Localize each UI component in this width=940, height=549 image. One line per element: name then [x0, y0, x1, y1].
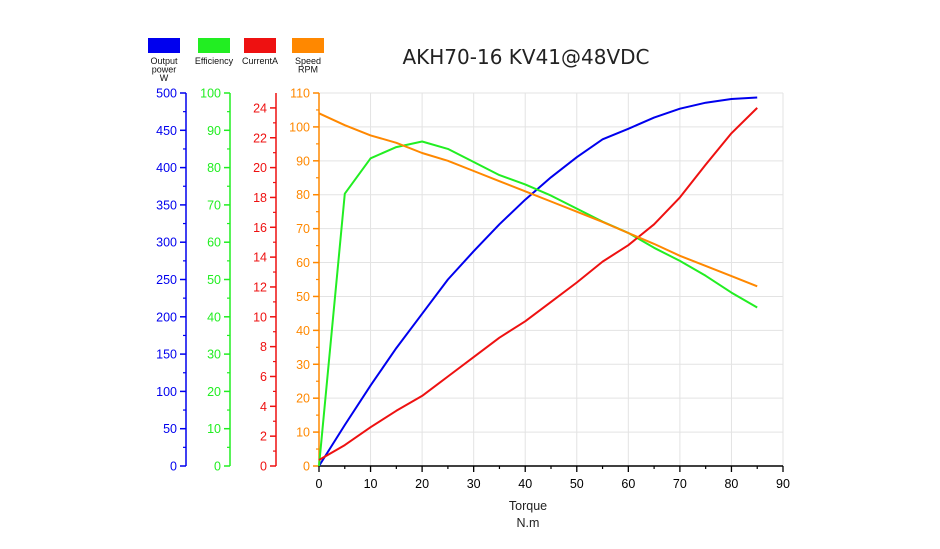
efficiency-tick-label: 30	[207, 348, 221, 362]
current-tick-label: 8	[260, 340, 267, 354]
current-tick-label: 4	[260, 400, 267, 414]
current-series-line	[318, 107, 758, 461]
legend-label-power: W	[160, 73, 169, 83]
power-tick-label: 250	[156, 273, 177, 287]
efficiency-tick-label: 10	[207, 422, 221, 436]
power-tick-label: 500	[156, 87, 177, 101]
efficiency-tick-label: 50	[207, 273, 221, 287]
power-tick-label: 100	[156, 385, 177, 399]
legend-entry-current: CurrentA	[242, 38, 278, 66]
power-series-line	[318, 96, 758, 467]
x-tick-label: 90	[776, 477, 790, 491]
legend-entry-efficiency: Efficiency	[195, 38, 234, 66]
power-tick-label: 0	[170, 460, 177, 474]
speed-tick-label: 0	[303, 460, 310, 474]
legend-label-speed: Speed	[295, 56, 321, 66]
speed-tick-label: 30	[296, 358, 310, 372]
legend-swatch-current	[244, 38, 276, 53]
x-tick-label: 50	[570, 477, 584, 491]
legend-label-speed: RPM	[298, 65, 318, 75]
efficiency-tick-label: 40	[207, 310, 221, 324]
power-tick-label: 400	[156, 161, 177, 175]
legend-swatch-power	[148, 38, 180, 53]
current-tick-label: 18	[253, 191, 267, 205]
efficiency-tick-label: 80	[207, 161, 221, 175]
legend-label-current: CurrentA	[242, 56, 278, 66]
current-tick-label: 6	[260, 370, 267, 384]
current-tick-label: 10	[253, 310, 267, 324]
x-tick-label: 70	[673, 477, 687, 491]
x-tick-label: 10	[364, 477, 378, 491]
current-tick-label: 14	[253, 251, 267, 265]
power-tick-label: 350	[156, 198, 177, 212]
x-tick-label: 30	[467, 477, 481, 491]
y-axes: 0501001502002503003504004505000102030405…	[156, 87, 320, 474]
speed-series-line	[318, 112, 758, 288]
x-axis: 0 10 20 30 40 50 60 70 80 90	[316, 465, 790, 491]
legend-swatch-speed	[292, 38, 324, 53]
chart-title: AKH70-16 KV41@48VDC	[402, 45, 649, 69]
speed-y-axis: 0 10 20 30 40 50 60 70 80 90 100 110	[289, 87, 320, 474]
current-tick-label: 2	[260, 430, 267, 444]
speed-tick-label: 90	[296, 154, 310, 168]
efficiency-tick-label: 100	[200, 87, 221, 101]
legend-label-power: power	[152, 65, 177, 75]
efficiency-tick-label: 90	[207, 124, 221, 138]
current-tick-label: 12	[253, 280, 267, 294]
x-tick-label: 0	[316, 477, 323, 491]
efficiency-y-axis: 0 10 20 30 40 50 60 70 80 90 100	[200, 87, 231, 474]
legend-swatch-efficiency	[198, 38, 230, 53]
speed-tick-label: 50	[296, 290, 310, 304]
current-tick-label: 20	[253, 161, 267, 175]
current-tick-label: 22	[253, 131, 267, 145]
legend-label-power: Output	[150, 56, 178, 66]
speed-tick-label: 10	[296, 426, 310, 440]
series-lines	[318, 96, 758, 467]
power-tick-label: 200	[156, 310, 177, 324]
plot-grid	[319, 92, 784, 466]
power-tick-label: 50	[163, 422, 177, 436]
current-tick-label: 0	[260, 460, 267, 474]
power-tick-label: 300	[156, 236, 177, 250]
x-tick-label: 20	[415, 477, 429, 491]
power-tick-label: 450	[156, 124, 177, 138]
power-tick-label: 150	[156, 348, 177, 362]
x-tick-label: 60	[621, 477, 635, 491]
power-y-axis: 0 50 100 150 200 250 300 350 400 450 500	[156, 87, 187, 474]
x-tick-label: 40	[518, 477, 532, 491]
efficiency-tick-label: 20	[207, 385, 221, 399]
speed-tick-label: 80	[296, 188, 310, 202]
current-tick-label: 16	[253, 221, 267, 235]
speed-tick-label: 110	[290, 87, 310, 101]
efficiency-series-line	[318, 140, 758, 467]
speed-tick-label: 40	[296, 324, 310, 338]
speed-tick-label: 70	[296, 222, 310, 236]
speed-tick-label: 100	[289, 120, 310, 134]
x-axis-label: Torque	[509, 499, 547, 513]
legend-label-efficiency: Efficiency	[195, 56, 234, 66]
x-tick-label: 80	[724, 477, 738, 491]
efficiency-tick-label: 0	[214, 460, 221, 474]
speed-tick-label: 60	[296, 256, 310, 270]
efficiency-tick-label: 70	[207, 198, 221, 212]
x-axis-unit: N.m	[517, 516, 540, 530]
speed-tick-label: 20	[296, 392, 310, 406]
efficiency-tick-label: 60	[207, 236, 221, 250]
current-tick-label: 24	[253, 101, 267, 115]
